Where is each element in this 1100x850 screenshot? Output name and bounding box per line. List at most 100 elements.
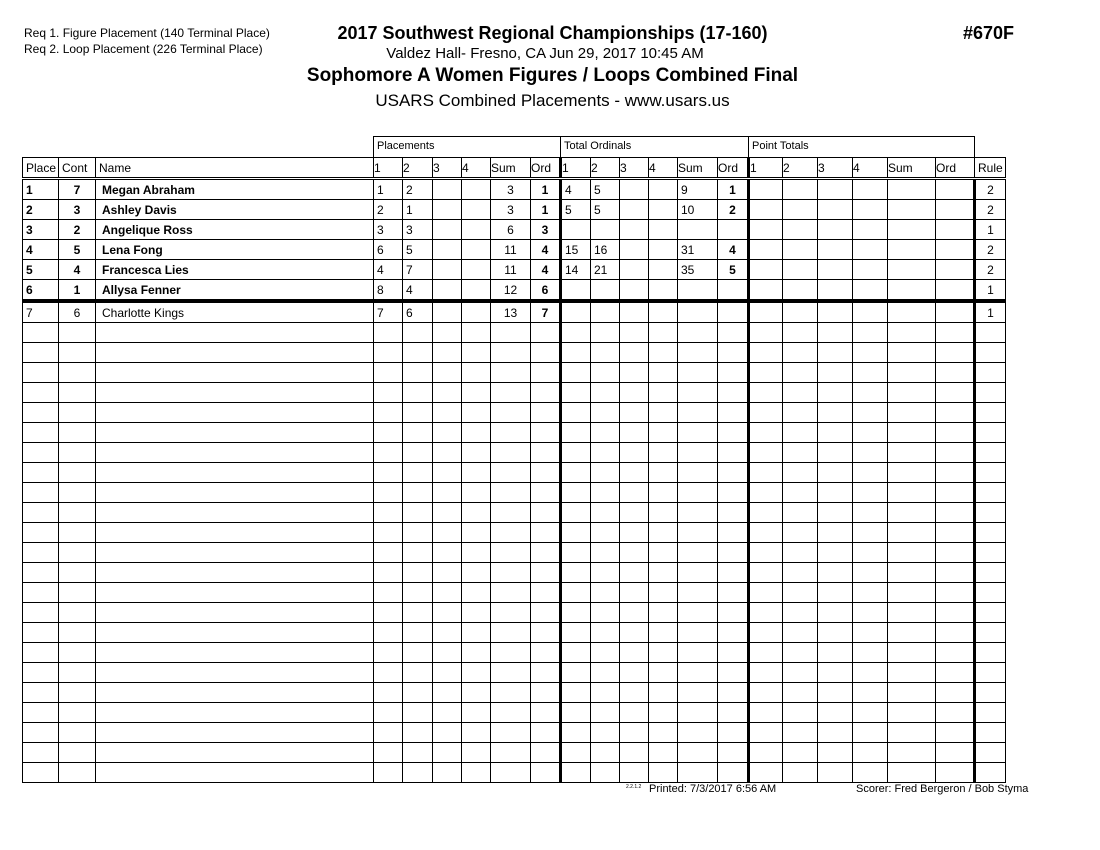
rule-cell <box>973 702 1006 723</box>
points-3 <box>817 300 853 323</box>
placement-ord <box>530 482 561 503</box>
ordinal-4 <box>648 259 678 280</box>
ordinal-1 <box>559 702 591 723</box>
ordinal-1 <box>559 300 591 323</box>
table-row <box>22 702 1006 723</box>
ordinal-3 <box>619 762 649 783</box>
ordinal-1 <box>559 502 591 523</box>
name-cell <box>95 722 374 743</box>
placement-4 <box>461 362 491 383</box>
points-3 <box>817 582 853 603</box>
place-cell <box>22 682 59 703</box>
placement-sum <box>490 342 531 363</box>
points-4 <box>852 662 888 683</box>
placement-2 <box>402 722 433 743</box>
points-1 <box>747 722 783 743</box>
ordinal-ord <box>717 582 749 603</box>
points-2 <box>782 642 818 663</box>
ordinal-2 <box>590 562 620 583</box>
table-row <box>22 642 1006 663</box>
contestant-number-cell: 6 <box>58 300 96 323</box>
placement-ord <box>530 342 561 363</box>
rule-cell: 1 <box>973 279 1006 303</box>
ordinal-1 <box>559 342 591 363</box>
place-cell <box>22 502 59 523</box>
placement-4 <box>461 402 491 423</box>
placement-1 <box>373 342 403 363</box>
points-ord <box>935 239 975 260</box>
points-2 <box>782 722 818 743</box>
placement-3 <box>432 522 462 543</box>
points-sum <box>887 702 936 723</box>
category-title: Sophomore A Women Figures / Loops Combin… <box>306 65 799 86</box>
placement-3 <box>432 762 462 783</box>
points-3 <box>817 682 853 703</box>
ordinal-2 <box>590 722 620 743</box>
placement-3 <box>432 239 462 260</box>
placement-1 <box>373 502 403 523</box>
table-row <box>22 442 1006 463</box>
points-1 <box>747 362 783 383</box>
table-row <box>22 422 1006 443</box>
ordinal-sum <box>677 482 718 503</box>
requirement-2: Req 2. Loop Placement (226 Terminal Plac… <box>24 42 263 56</box>
ordinal-1 <box>559 542 591 563</box>
points-1 <box>747 642 783 663</box>
rule-cell <box>973 442 1006 463</box>
ordinal-sum <box>677 682 718 703</box>
group-placements: Placements <box>373 136 561 158</box>
place-cell: 5 <box>22 259 59 280</box>
placement-3 <box>432 562 462 583</box>
points-ord <box>935 702 975 723</box>
ordinal-3 <box>619 178 649 200</box>
ordinal-4 <box>648 502 678 523</box>
column-header: Sum <box>490 157 531 180</box>
points-sum <box>887 259 936 280</box>
points-2 <box>782 402 818 423</box>
placement-1 <box>373 462 403 483</box>
points-1 <box>747 422 783 443</box>
placement-4 <box>461 542 491 563</box>
placement-sum <box>490 602 531 623</box>
rule-cell: 2 <box>973 239 1006 260</box>
points-4 <box>852 342 888 363</box>
ordinal-ord <box>717 342 749 363</box>
placement-ord <box>530 762 561 783</box>
points-sum <box>887 742 936 763</box>
ordinal-4 <box>648 362 678 383</box>
points-4 <box>852 322 888 343</box>
points-1 <box>747 442 783 463</box>
points-ord <box>935 462 975 483</box>
placement-4 <box>461 259 491 280</box>
ordinal-2 <box>590 422 620 443</box>
ordinal-3 <box>619 662 649 683</box>
placement-4 <box>461 562 491 583</box>
ordinal-4 <box>648 279 678 303</box>
ordinal-2: 5 <box>590 199 620 220</box>
placement-ord <box>530 582 561 603</box>
points-ord <box>935 482 975 503</box>
placement-4 <box>461 522 491 543</box>
points-3 <box>817 199 853 220</box>
points-1 <box>747 602 783 623</box>
ordinal-2 <box>590 542 620 563</box>
points-2 <box>782 702 818 723</box>
points-3 <box>817 662 853 683</box>
points-1 <box>747 402 783 423</box>
column-header: Rule <box>974 157 1006 180</box>
placement-sum <box>490 482 531 503</box>
ordinal-3 <box>619 602 649 623</box>
place-cell <box>22 742 59 763</box>
ordinal-sum <box>677 562 718 583</box>
points-1 <box>747 522 783 543</box>
placement-1 <box>373 322 403 343</box>
points-ord <box>935 199 975 220</box>
points-2 <box>782 178 818 200</box>
placement-2 <box>402 742 433 763</box>
placement-sum: 11 <box>490 239 531 260</box>
contestant-number-cell <box>58 602 96 623</box>
ordinal-ord <box>717 502 749 523</box>
placement-3 <box>432 582 462 603</box>
points-2 <box>782 502 818 523</box>
place-cell <box>22 402 59 423</box>
